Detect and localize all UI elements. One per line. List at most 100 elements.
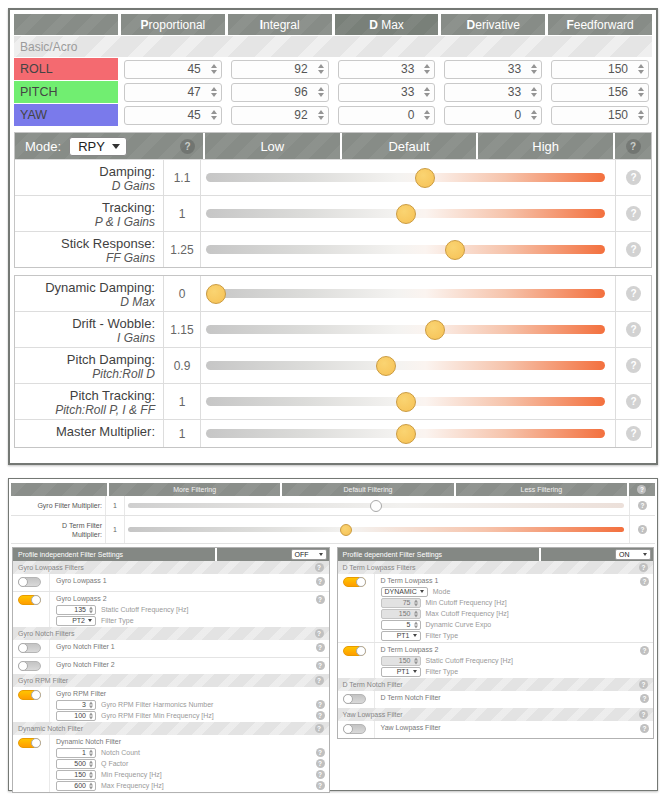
slider-knob[interactable] bbox=[445, 240, 465, 260]
slider-knob[interactable] bbox=[396, 392, 416, 412]
pid-value-input[interactable]: 33 bbox=[338, 60, 436, 79]
help-icon[interactable]: ? bbox=[626, 170, 641, 185]
pid-value-input[interactable]: 0 bbox=[444, 106, 542, 125]
filter-field-input[interactable]: 5 bbox=[381, 620, 421, 630]
filter-slider-track[interactable] bbox=[128, 503, 624, 508]
help-icon[interactable]: ? bbox=[316, 577, 325, 586]
slider-knob[interactable] bbox=[206, 284, 226, 304]
toggle-switch[interactable] bbox=[343, 577, 366, 587]
pid-value-input[interactable]: 33 bbox=[444, 83, 542, 102]
slider-track[interactable] bbox=[206, 245, 605, 254]
slider-track[interactable] bbox=[206, 429, 605, 438]
filter-field-select[interactable]: DYNAMIC bbox=[381, 587, 428, 597]
help-icon[interactable]: ? bbox=[640, 724, 649, 733]
spinner-arrows[interactable] bbox=[211, 64, 217, 74]
help-icon[interactable]: ? bbox=[639, 710, 648, 719]
help-icon[interactable]: ? bbox=[626, 206, 641, 221]
help-icon[interactable]: ? bbox=[626, 286, 641, 301]
filter-field-input[interactable]: 3 bbox=[56, 700, 96, 710]
mode-select[interactable]: RPY bbox=[69, 137, 127, 156]
help-icon[interactable]: ? bbox=[316, 595, 325, 604]
toggle-switch[interactable] bbox=[18, 577, 41, 587]
toggle-switch[interactable] bbox=[343, 724, 366, 734]
pid-value-input[interactable]: 150 bbox=[551, 60, 649, 79]
slider-track[interactable] bbox=[206, 397, 605, 406]
pid-value-input[interactable]: 47 bbox=[124, 83, 222, 102]
spinner-arrows[interactable] bbox=[424, 110, 430, 120]
spinner-arrows[interactable] bbox=[89, 782, 93, 789]
toggle-switch[interactable] bbox=[18, 643, 41, 653]
spinner-arrows[interactable] bbox=[414, 599, 418, 606]
help-icon[interactable]: ? bbox=[638, 525, 647, 534]
filter-field-input[interactable]: 1 bbox=[56, 748, 96, 758]
help-icon[interactable]: ? bbox=[640, 646, 649, 655]
help-icon[interactable]: ? bbox=[640, 577, 649, 586]
slider-knob[interactable] bbox=[396, 424, 416, 444]
slider-track[interactable] bbox=[206, 173, 605, 182]
help-icon[interactable]: ? bbox=[316, 700, 325, 709]
pid-value-input[interactable]: 0 bbox=[338, 106, 436, 125]
filter-slider-knob[interactable] bbox=[370, 500, 382, 512]
filter-field-input[interactable]: 150 bbox=[56, 770, 96, 780]
slider-knob[interactable] bbox=[415, 168, 435, 188]
spinner-arrows[interactable] bbox=[638, 87, 644, 97]
help-icon[interactable]: ? bbox=[638, 501, 647, 510]
pid-value-input[interactable]: 150 bbox=[551, 106, 649, 125]
spinner-arrows[interactable] bbox=[89, 606, 93, 613]
help-icon[interactable]: ? bbox=[316, 661, 325, 670]
slider-knob[interactable] bbox=[425, 320, 445, 340]
help-icon[interactable]: ? bbox=[180, 139, 195, 154]
panel-state-select[interactable]: ON bbox=[615, 549, 651, 560]
spinner-arrows[interactable] bbox=[424, 87, 430, 97]
toggle-switch[interactable] bbox=[343, 646, 366, 656]
filter-field-input[interactable]: 600 bbox=[56, 781, 96, 791]
slider-knob[interactable] bbox=[396, 204, 416, 224]
help-icon[interactable]: ? bbox=[626, 322, 641, 337]
help-icon[interactable]: ? bbox=[639, 563, 648, 572]
filter-field-select[interactable]: PT1 bbox=[381, 631, 421, 641]
toggle-switch[interactable] bbox=[18, 690, 41, 700]
pid-value-input[interactable]: 33 bbox=[444, 60, 542, 79]
filter-field-input[interactable]: 150 bbox=[381, 656, 421, 666]
slider-track[interactable] bbox=[206, 361, 605, 370]
pid-value-input[interactable]: 92 bbox=[231, 60, 329, 79]
panel-state-select[interactable]: OFF bbox=[291, 549, 327, 560]
spinner-arrows[interactable] bbox=[414, 657, 418, 664]
spinner-arrows[interactable] bbox=[531, 110, 537, 120]
help-icon[interactable]: ? bbox=[316, 770, 325, 779]
spinner-arrows[interactable] bbox=[531, 87, 537, 97]
spinner-arrows[interactable] bbox=[89, 771, 93, 778]
filter-field-input[interactable]: 100 bbox=[56, 711, 96, 721]
help-icon[interactable]: ? bbox=[315, 629, 324, 638]
help-icon[interactable]: ? bbox=[316, 711, 325, 720]
spinner-arrows[interactable] bbox=[89, 701, 93, 708]
slider-knob[interactable] bbox=[376, 356, 396, 376]
spinner-arrows[interactable] bbox=[318, 87, 324, 97]
filter-field-input[interactable]: 135 bbox=[56, 605, 96, 615]
help-icon[interactable]: ? bbox=[316, 643, 325, 652]
spinner-arrows[interactable] bbox=[318, 64, 324, 74]
slider-track[interactable] bbox=[206, 325, 605, 334]
spinner-arrows[interactable] bbox=[638, 64, 644, 74]
spinner-arrows[interactable] bbox=[89, 760, 93, 767]
help-icon[interactable]: ? bbox=[637, 485, 646, 494]
spinner-arrows[interactable] bbox=[531, 64, 537, 74]
filter-field-select[interactable]: PT1 bbox=[381, 667, 421, 677]
filter-field-input[interactable]: 150 bbox=[381, 609, 421, 619]
spinner-arrows[interactable] bbox=[211, 87, 217, 97]
slider-track[interactable] bbox=[206, 209, 605, 218]
spinner-arrows[interactable] bbox=[638, 110, 644, 120]
help-icon[interactable]: ? bbox=[316, 781, 325, 790]
filter-field-input[interactable]: 75 bbox=[381, 598, 421, 608]
help-icon[interactable]: ? bbox=[639, 680, 648, 689]
help-icon[interactable]: ? bbox=[626, 426, 641, 441]
help-icon[interactable]: ? bbox=[626, 358, 641, 373]
spinner-arrows[interactable] bbox=[318, 110, 324, 120]
spinner-arrows[interactable] bbox=[89, 712, 93, 719]
filter-field-input[interactable]: 500 bbox=[56, 759, 96, 769]
help-icon[interactable]: ? bbox=[316, 759, 325, 768]
help-icon[interactable]: ? bbox=[315, 563, 324, 572]
help-icon[interactable]: ? bbox=[626, 242, 641, 257]
spinner-arrows[interactable] bbox=[211, 110, 217, 120]
spinner-arrows[interactable] bbox=[89, 749, 93, 756]
